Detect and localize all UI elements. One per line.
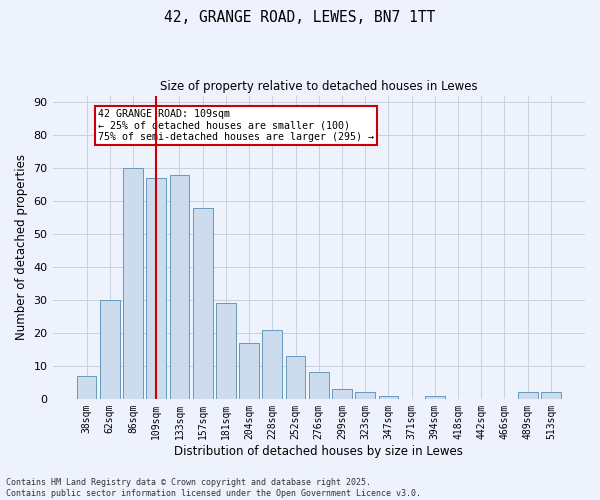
Bar xyxy=(170,174,190,399)
Bar xyxy=(262,330,282,399)
Bar xyxy=(379,396,398,399)
Text: 42 GRANGE ROAD: 109sqm
← 25% of detached houses are smaller (100)
75% of semi-de: 42 GRANGE ROAD: 109sqm ← 25% of detached… xyxy=(98,108,374,142)
Bar xyxy=(286,356,305,399)
X-axis label: Distribution of detached houses by size in Lewes: Distribution of detached houses by size … xyxy=(175,444,463,458)
Bar xyxy=(425,396,445,399)
Y-axis label: Number of detached properties: Number of detached properties xyxy=(15,154,28,340)
Bar xyxy=(518,392,538,399)
Bar xyxy=(100,300,119,399)
Bar xyxy=(77,376,97,399)
Bar xyxy=(216,303,236,399)
Bar xyxy=(332,389,352,399)
Text: Contains HM Land Registry data © Crown copyright and database right 2025.
Contai: Contains HM Land Registry data © Crown c… xyxy=(6,478,421,498)
Bar xyxy=(193,208,212,399)
Bar xyxy=(309,372,329,399)
Title: Size of property relative to detached houses in Lewes: Size of property relative to detached ho… xyxy=(160,80,478,93)
Bar xyxy=(541,392,561,399)
Bar xyxy=(123,168,143,399)
Text: 42, GRANGE ROAD, LEWES, BN7 1TT: 42, GRANGE ROAD, LEWES, BN7 1TT xyxy=(164,10,436,25)
Bar xyxy=(146,178,166,399)
Bar xyxy=(239,343,259,399)
Bar xyxy=(355,392,375,399)
